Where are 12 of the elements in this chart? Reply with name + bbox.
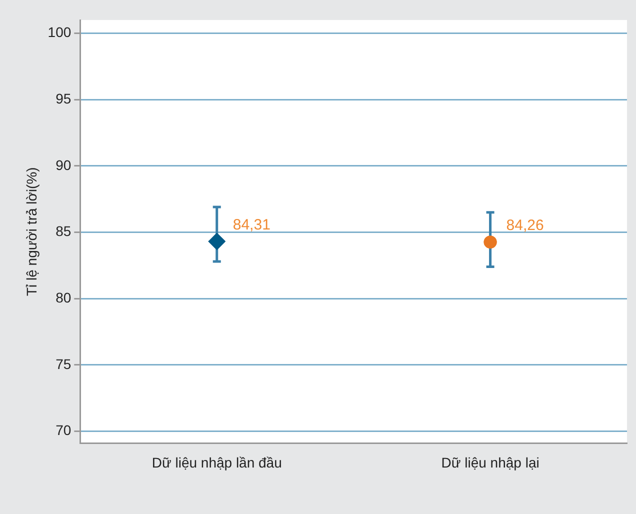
y-tick-label: 80: [56, 289, 72, 306]
y-tick-label: 100: [48, 24, 72, 40]
x-tick-label: Dữ liệu nhập lần đầu: [152, 454, 282, 470]
y-axis-title: Tỉ lệ người trả lời(%): [23, 167, 40, 296]
y-tick-label: 95: [56, 90, 72, 106]
data-label: 84,31: [232, 216, 270, 234]
x-tick-label: Dữ liệu nhập lại: [441, 454, 540, 470]
y-tick-label: 90: [56, 156, 72, 173]
y-tick-label: 75: [56, 356, 72, 372]
y-tick-label: 85: [56, 223, 72, 240]
y-tick-label: 70: [56, 422, 72, 438]
data-label: 84,26: [506, 217, 544, 234]
